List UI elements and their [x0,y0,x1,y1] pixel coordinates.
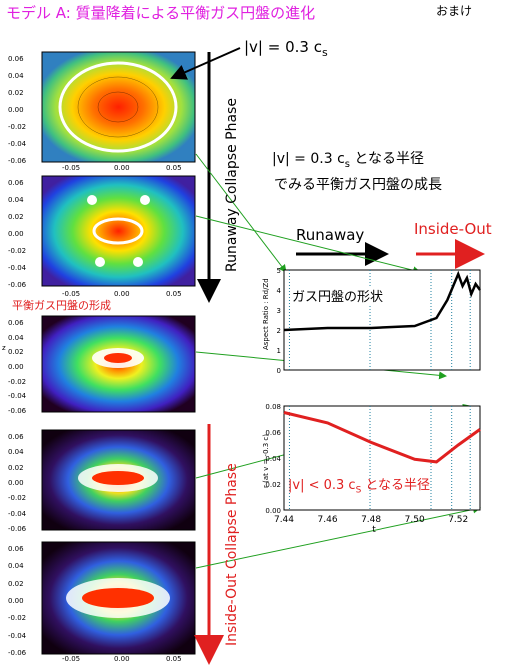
chart-y-tick: 0.02 [265,481,281,489]
panel-y-tick: 0.02 [8,89,24,97]
panel-y-tick: -0.06 [8,281,27,289]
panel-y-tick: -0.02 [8,494,27,503]
simulation-panel-1 [41,51,196,163]
simulation-panel-5 [41,541,196,655]
panel-y-tick: 0.00 [8,106,24,114]
radius-chart [283,405,481,511]
simulation-panel-4 [41,429,196,531]
disk-shape-label: ガス円盤の形状 [292,286,384,305]
panel-y-tick: -0.02 [8,377,27,386]
panel-y-tick: 0.02 [8,579,24,588]
panel-y-tick: 0.04 [8,196,24,204]
z-axis-label: z [2,344,6,352]
chart-x-tick: 7.52 [448,515,468,525]
chart-y-tick: 0.08 [265,403,281,411]
chart-x-label: t [372,525,376,535]
panel-y-tick: 0.06 [8,55,24,63]
panel-y-tick: -0.02 [8,123,27,131]
panel-y-tick: 0.06 [8,319,24,327]
chart-y-tick: 3 [277,307,281,315]
panel-y-tick: -0.06 [8,649,27,657]
aspect-ratio-chart [283,269,481,371]
panel-y-tick: 0.04 [8,448,24,457]
panel-x-tick: 0.05 [166,655,182,663]
v-threshold-label: |v| = 0.3 cs [244,38,328,59]
panel-x-tick: 0.05 [166,290,182,298]
panel-y-tick: -0.06 [8,157,27,165]
panel-y-tick: -0.06 [8,407,27,415]
panel-y-tick: -0.02 [8,247,27,255]
panel-y-tick: -0.04 [8,631,27,640]
chart-y-tick: 0 [277,367,281,375]
chart-x-tick: 7.46 [318,515,338,525]
chart-y-label: Aspect Ratio : Rd/Zd [262,278,270,350]
runaway-label: Runaway [296,226,365,244]
panel-x-tick: -0.05 [62,290,81,298]
panel-y-tick: 0.00 [8,479,24,487]
panel-y-tick: 0.04 [8,333,24,342]
chart-series-line [283,270,482,332]
panel-x-tick: 0.05 [166,164,182,172]
panel-x-tick: 0.00 [114,164,130,172]
v-pointer-arrow [170,47,241,80]
radius-label: |v| < 0.3 cS となる半径 [288,478,431,496]
panel-y-tick: 0.02 [8,463,24,472]
simulation-panel-2 [41,175,196,287]
panel-y-tick: 0.06 [8,545,24,553]
panel-y-tick: -0.04 [8,392,27,401]
panel-y-tick: 0.02 [8,213,24,221]
panel-y-tick: 0.02 [8,348,24,357]
panel-y-tick: 0.00 [8,597,24,605]
chart-x-tick: 7.44 [274,515,294,525]
insideout-label: Inside-Out [414,220,492,238]
panel-y-tick: -0.04 [8,264,27,272]
panel-y-tick: -0.06 [8,525,27,533]
panel-x-tick: 0.00 [114,655,130,663]
panel-y-tick: -0.04 [8,509,27,518]
chart-y-tick: 0.00 [265,507,281,515]
chart-x-tick: 7.48 [361,515,381,525]
chart-y-tick: 0.04 [265,455,281,463]
radius-description-line1: |v| = 0.3 cs となる半径 [272,151,425,170]
panel-y-tick: -0.02 [8,614,27,623]
panel-x-tick: -0.05 [62,164,81,172]
chart-y-tick: 4 [277,287,282,295]
panel-x-tick: 0.00 [114,290,130,298]
chart-y-label: r (at v = -0.3 c) [262,434,270,488]
panel-y-tick: 0.04 [8,72,24,80]
disk-formation-label: 平衡ガス円盤の形成 [9,296,114,314]
panel-y-tick: 0.06 [8,433,24,441]
chart-x-tick: 7.50 [405,515,425,525]
panel-y-tick: 0.00 [8,363,24,371]
panel-y-tick: 0.04 [8,562,24,571]
chart-y-tick: 1 [277,347,281,355]
chart-y-tick: 2 [277,327,281,335]
chart-series-line [283,411,481,464]
panel-x-tick: -0.05 [62,655,81,663]
chart-y-tick: 0.06 [265,429,281,437]
omake-label: おまけ [436,4,473,18]
page-title: モデル A: 質量降着による平衡ガス円盤の進化 [6,4,316,22]
panel-y-tick: -0.04 [8,140,27,148]
simulation-panel-3 [41,315,196,413]
chart-y-tick: 5 [277,267,281,275]
panel-y-tick: 0.00 [8,230,24,238]
panel-y-tick: 0.06 [8,179,24,187]
radius-description-line2: でみる平衡ガス円盤の成長 [274,177,442,193]
